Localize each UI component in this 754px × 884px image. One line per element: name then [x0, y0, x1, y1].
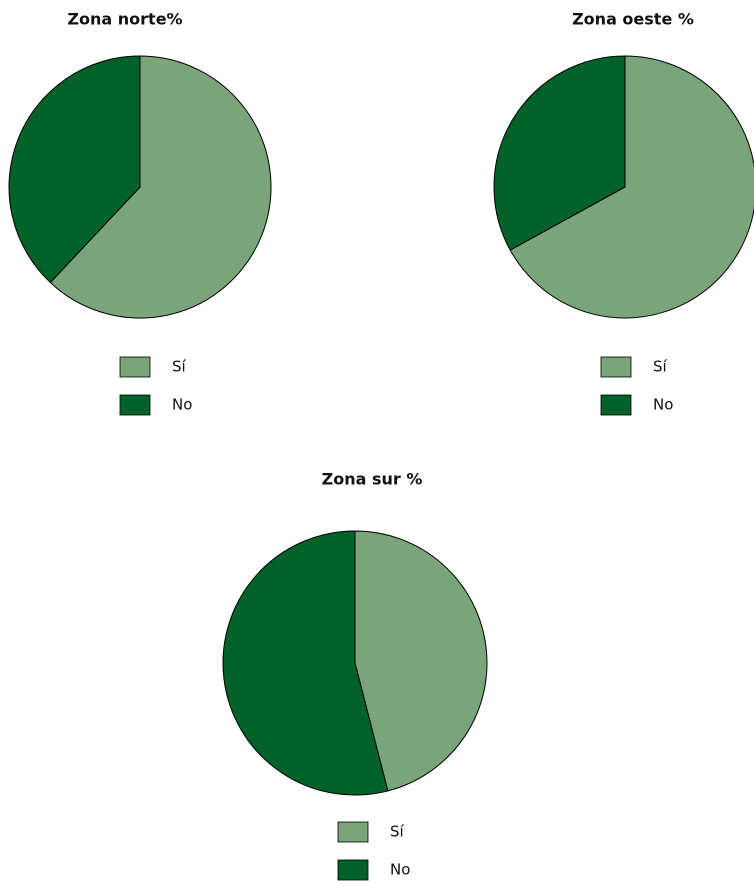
legend-label: No — [653, 396, 673, 414]
legend-label: Sí — [390, 823, 405, 841]
pie-slice — [49, 55, 272, 319]
legend-swatch — [337, 821, 369, 843]
legend-swatch — [600, 394, 632, 416]
pie-slice — [354, 530, 488, 792]
legend-swatch — [600, 356, 632, 378]
pie-slice — [8, 55, 141, 284]
pie-slice — [493, 55, 626, 251]
pie-slice — [222, 530, 389, 796]
legend-label: Sí — [172, 358, 187, 376]
chart-title: Zona norte% — [67, 10, 182, 29]
chart-title: Zona sur % — [322, 470, 423, 489]
legend-swatch — [119, 394, 151, 416]
chart-title: Zona oeste % — [572, 10, 694, 29]
legend-swatch — [337, 859, 369, 881]
legend-swatch — [119, 356, 151, 378]
legend-label: Sí — [653, 358, 668, 376]
pie-slice — [509, 55, 754, 319]
legend-label: No — [172, 396, 192, 414]
legend-label: No — [390, 861, 410, 879]
